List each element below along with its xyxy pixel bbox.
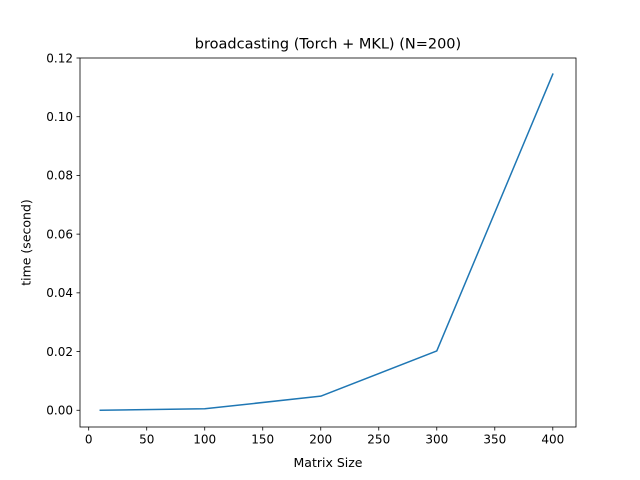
plot-frame xyxy=(79,57,577,428)
y-axis-label: time (second) xyxy=(19,199,34,286)
x-axis: 0 50 100 150 200 250 300 350 400 xyxy=(85,427,564,447)
x-tick-label: 0 xyxy=(85,433,93,447)
x-tick-label: 50 xyxy=(139,433,154,447)
x-tick-label: 250 xyxy=(367,433,390,447)
y-tick-label: 0.04 xyxy=(46,286,73,300)
x-tick-label: 350 xyxy=(483,433,506,447)
data-point xyxy=(436,350,437,351)
y-tick-label: 0.08 xyxy=(46,169,73,183)
x-axis-label: Matrix Size xyxy=(294,455,363,470)
y-tick-label: 0.00 xyxy=(46,404,73,418)
data-point xyxy=(204,408,205,409)
x-tick-label: 400 xyxy=(541,433,564,447)
y-tick-label: 0.02 xyxy=(46,345,73,359)
data-point xyxy=(320,396,321,397)
x-tick-label: 100 xyxy=(193,433,216,447)
y-tick-label: 0.06 xyxy=(46,227,73,241)
data-point xyxy=(100,410,101,411)
series-layer xyxy=(99,73,554,411)
chart-title: broadcasting (Torch + MKL) (N=200) xyxy=(195,37,461,53)
x-tick-label: 150 xyxy=(251,433,274,447)
data-point xyxy=(552,74,553,75)
x-tick-label: 300 xyxy=(425,433,448,447)
y-tick-label: 0.12 xyxy=(46,51,73,65)
plot-area xyxy=(80,58,576,427)
y-tick-label: 0.10 xyxy=(46,110,73,124)
series-line xyxy=(99,73,554,411)
x-tick-label: 200 xyxy=(309,433,332,447)
y-axis: 0.00 0.02 0.04 0.06 0.08 0.10 0.12 xyxy=(46,51,80,418)
